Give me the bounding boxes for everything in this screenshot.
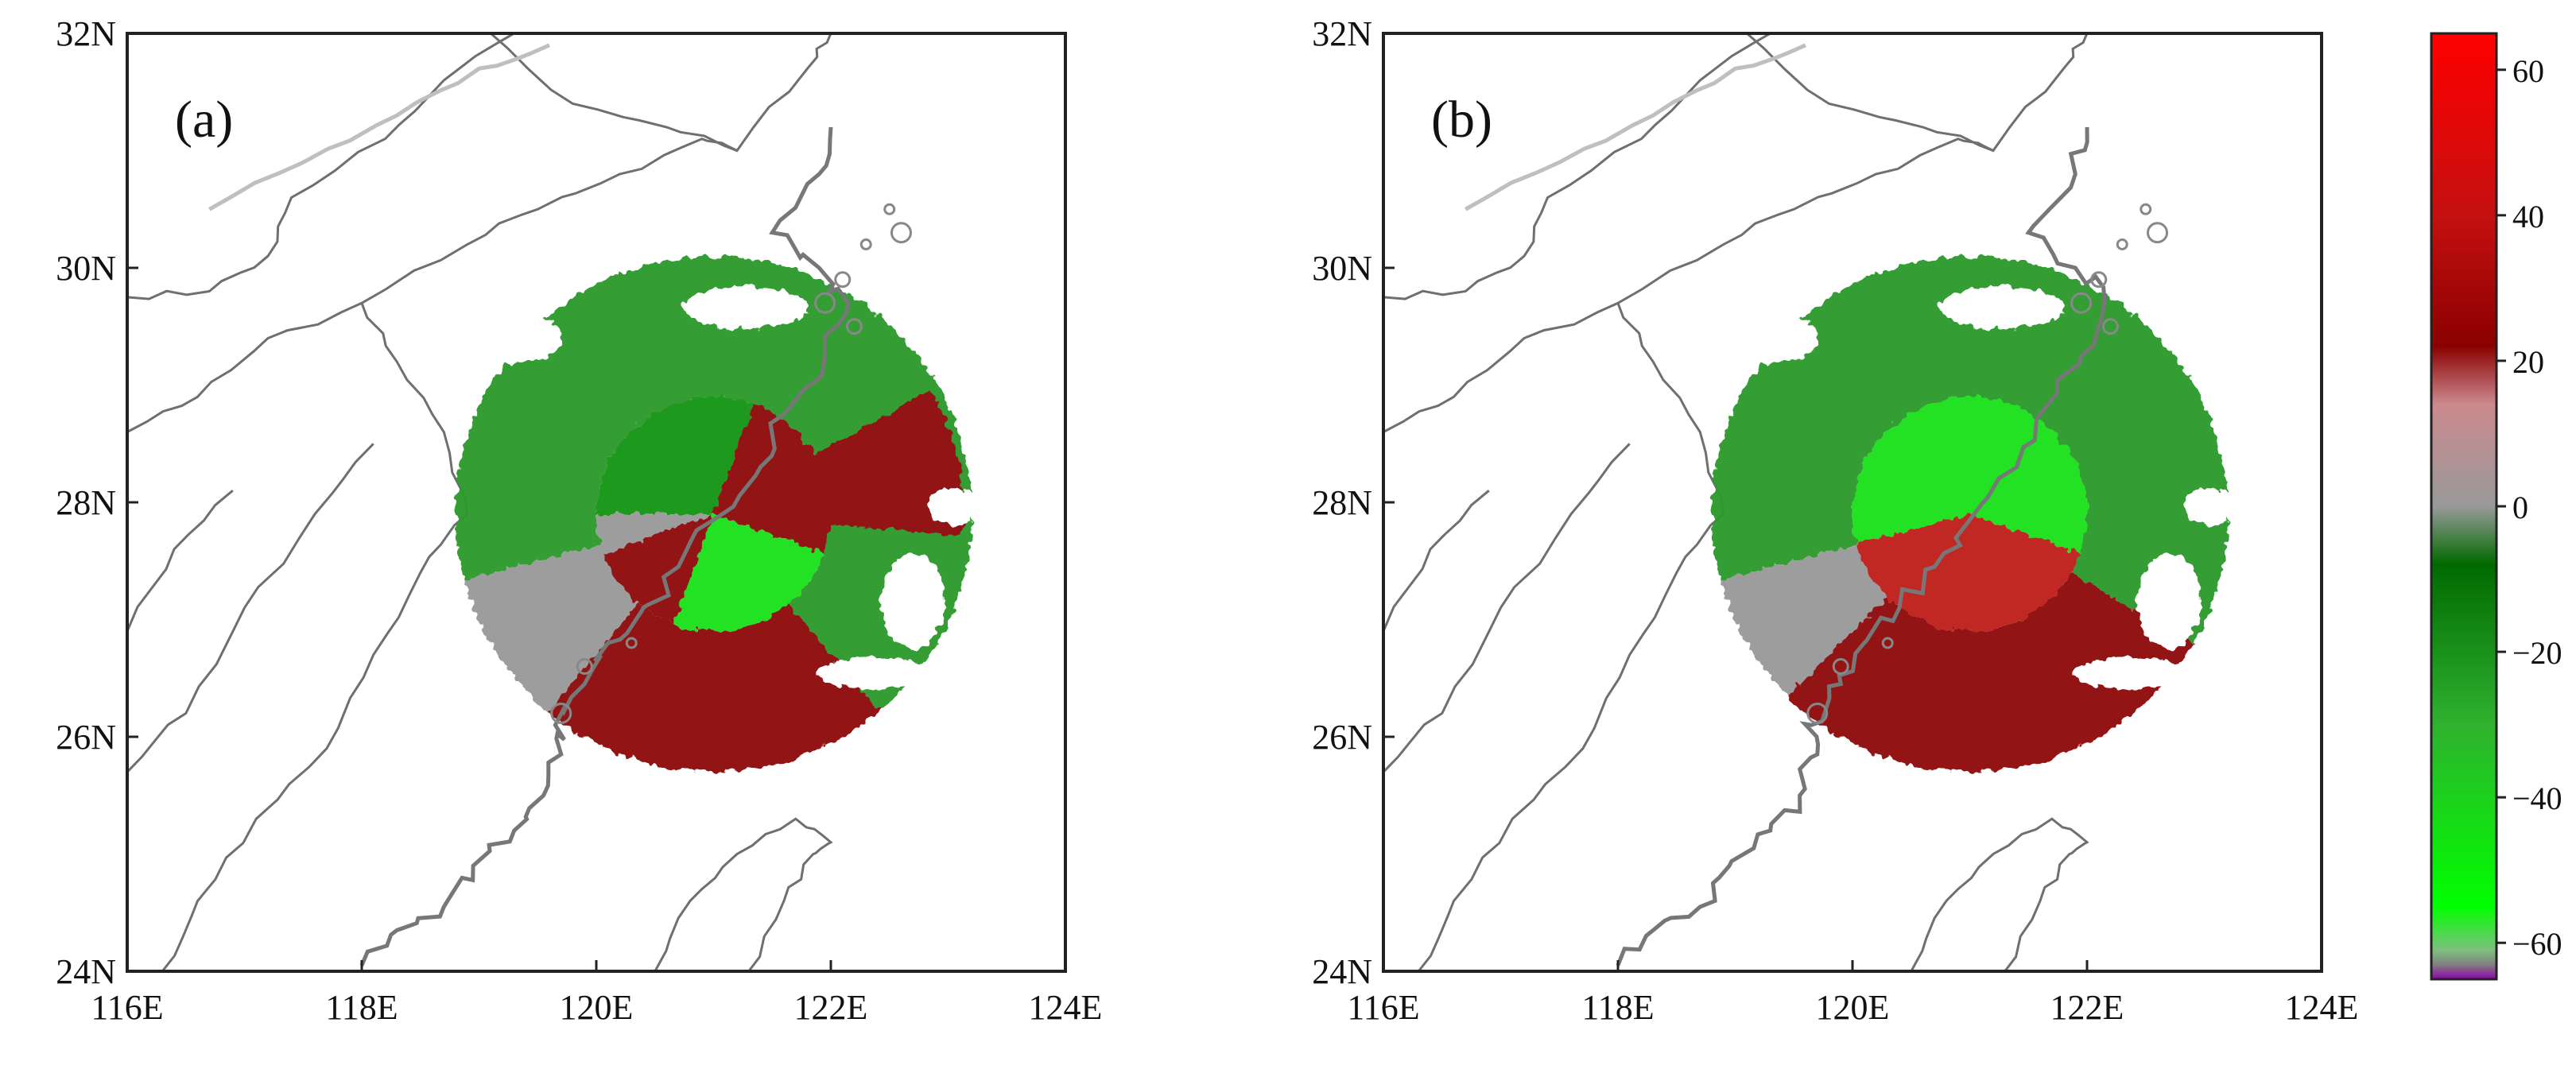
x-tick-label: 122E — [794, 988, 868, 1027]
panel-label-a: (a) — [175, 91, 233, 149]
panel-b: (b) — [1382, 32, 2323, 973]
y-tick-label: 24N — [56, 952, 116, 991]
y-tick-label: 26N — [1312, 718, 1372, 757]
colorbar-tick-label: −20 — [2512, 635, 2562, 671]
x-tick-label: 124E — [1029, 988, 1103, 1027]
map-layer-a — [126, 32, 976, 972]
colorbar-tick-label: −60 — [2512, 926, 2562, 962]
x-tick-label: 120E — [1816, 988, 1890, 1027]
y-tick-label: 28N — [1312, 483, 1372, 522]
y-tick-label: 30N — [1312, 249, 1372, 288]
colorbar-tick-label: 20 — [2512, 344, 2544, 380]
panel-label-b: (b) — [1431, 91, 1492, 149]
x-tick-label: 118E — [1581, 988, 1654, 1027]
colorbar-tick-label: 0 — [2512, 490, 2528, 525]
panel-a: (a) — [126, 32, 1067, 973]
x-tick-label: 120E — [560, 988, 634, 1027]
colorbar-tick-label: 60 — [2512, 53, 2544, 89]
y-tick-label: 26N — [56, 718, 116, 757]
x-tick-label: 118E — [325, 988, 398, 1027]
x-tick-label: 122E — [2050, 988, 2124, 1027]
y-tick-label: 32N — [1312, 14, 1372, 53]
y-tick-label: 32N — [56, 14, 116, 53]
colorbar-tick-label: 40 — [2512, 199, 2544, 234]
x-tick-label: 116E — [91, 988, 163, 1027]
map-layer-b — [1382, 32, 2233, 972]
y-tick-label: 30N — [56, 249, 116, 288]
axes-b: 116E 118E 120E 122E 124E 24N 26N 28N 30N 32N — [1312, 14, 2358, 1027]
colorbar-ramp — [2430, 32, 2498, 981]
y-tick-label: 24N — [1312, 952, 1372, 991]
y-tick-label: 28N — [56, 483, 116, 522]
x-tick-label: 116E — [1347, 988, 1419, 1027]
x-tick-label: 124E — [2285, 988, 2359, 1027]
colorbar-tick-label: −40 — [2512, 781, 2562, 816]
colorbar: 60 40 20 0 −20 −40 −60 — [2430, 32, 2562, 981]
axes-a: 116E 118E 120E 122E 124E 24N 26N 28N 30N 32N — [56, 14, 1102, 1027]
